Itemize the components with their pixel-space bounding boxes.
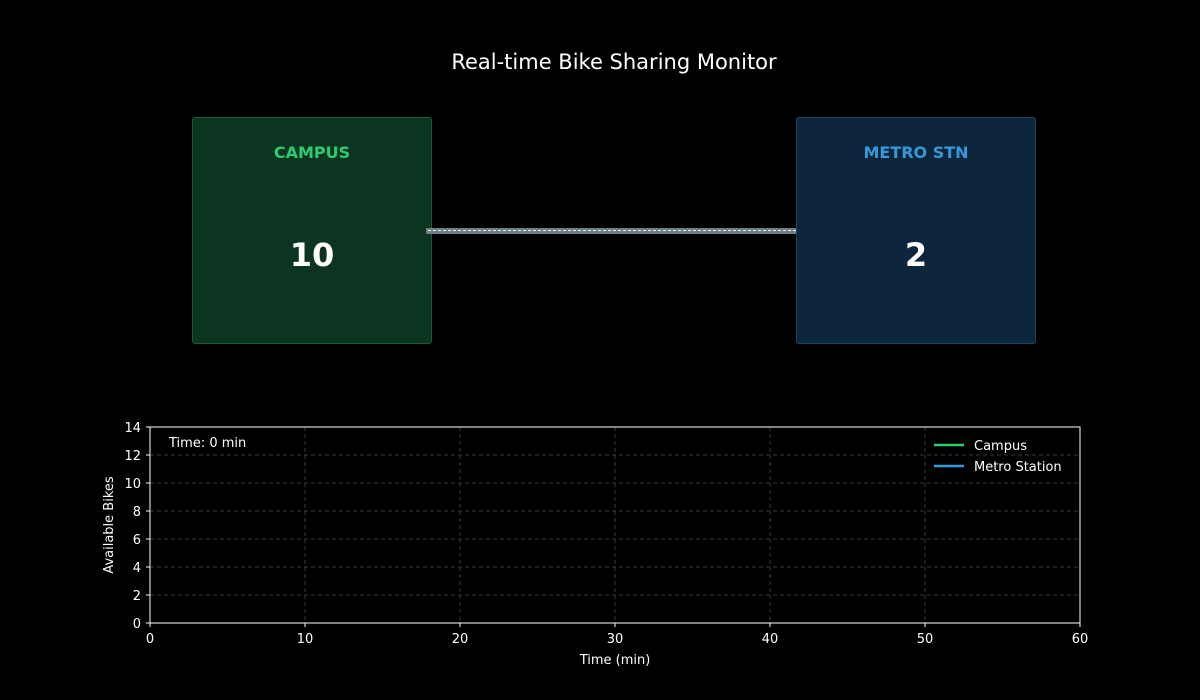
campus-station-card: CAMPUS 10 bbox=[192, 117, 432, 344]
chart-legend: Campus Metro Station bbox=[934, 439, 1062, 475]
metro-station-card: METRO STN 2 bbox=[796, 117, 1036, 344]
chart-ticks: 0 10 20 30 40 50 60 0 2 4 6 8 10 12 14 bbox=[124, 421, 1088, 647]
x-tick-label: 30 bbox=[607, 632, 624, 647]
y-tick-label: 8 bbox=[133, 505, 141, 520]
x-tick-label: 50 bbox=[917, 632, 934, 647]
x-tick-label: 60 bbox=[1072, 632, 1089, 647]
legend-label: Metro Station bbox=[974, 460, 1062, 475]
metro-station-name: METRO STN bbox=[863, 143, 969, 162]
y-tick-label: 4 bbox=[133, 561, 141, 576]
x-tick-label: 40 bbox=[762, 632, 779, 647]
chart-grid bbox=[150, 427, 1080, 623]
route-dashed-line bbox=[428, 230, 801, 231]
campus-bike-count: 10 bbox=[289, 236, 335, 274]
time-annotation: Time: 0 min bbox=[168, 436, 246, 451]
y-tick-label: 10 bbox=[124, 477, 141, 492]
x-tick-label: 0 bbox=[146, 632, 154, 647]
y-tick-label: 0 bbox=[133, 617, 141, 632]
y-tick-label: 14 bbox=[124, 421, 141, 436]
y-tick-label: 6 bbox=[133, 533, 141, 548]
metro-bike-count: 2 bbox=[904, 236, 928, 274]
x-tick-label: 20 bbox=[452, 632, 469, 647]
y-tick-label: 2 bbox=[133, 589, 141, 604]
y-tick-label: 12 bbox=[124, 449, 141, 464]
campus-station-name: CAMPUS bbox=[273, 143, 351, 162]
route-connector bbox=[426, 228, 803, 234]
y-axis-label: Available Bikes bbox=[102, 476, 117, 574]
x-axis-label: Time (min) bbox=[579, 653, 651, 668]
page-title: Real-time Bike Sharing Monitor bbox=[451, 50, 777, 74]
legend-label: Campus bbox=[974, 439, 1027, 454]
x-tick-label: 10 bbox=[297, 632, 314, 647]
